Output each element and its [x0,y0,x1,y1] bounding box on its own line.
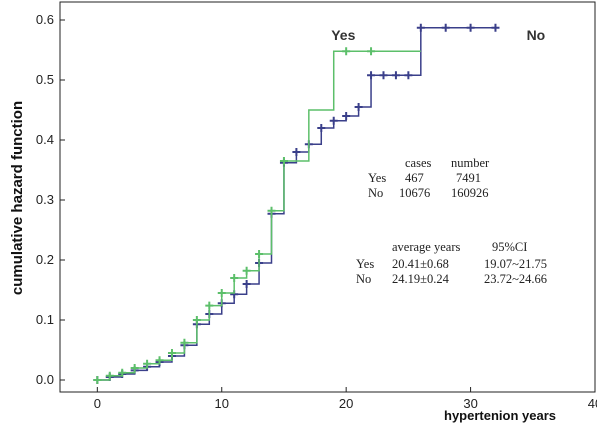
censor-mark [205,301,214,310]
censor-mark [192,316,201,324]
series-layer [93,23,500,384]
censor-mark [217,289,226,297]
censor-mark [367,71,376,80]
censor-mark [279,157,288,165]
censor-mark [130,364,139,372]
y-tick-label: 0.1 [36,312,54,327]
cases-row-no-number: 160926 [451,186,489,200]
y-tick-label: 0.2 [36,252,54,267]
cases-row-no-label: No [368,186,383,200]
x-tick-label: 10 [215,396,229,411]
y-axis-label: cumulative hazard function [9,101,26,295]
censor-mark [391,71,400,80]
censor-mark [329,116,338,125]
censor-mark [93,376,102,384]
censor-mark [379,71,388,80]
y-tick-label: 0.6 [36,12,54,27]
censor-mark [167,349,176,357]
series-yes [93,47,421,384]
series-label-yes: Yes [331,27,355,43]
years-row-no-ci: 23.72~24.66 [484,272,547,286]
censor-mark [155,356,164,365]
years-row-yes-label: Yes [356,257,374,271]
cases-row-yes-number: 7491 [456,171,481,185]
y-tick-label: 0.0 [36,372,54,387]
y-tick-label: 0.5 [36,72,54,87]
avg-years-header: average years [392,240,460,254]
censor-mark [230,274,239,282]
censor-mark [491,23,500,32]
x-axis: 0 10 20 30 40 [94,387,597,411]
x-axis-label: hypertenion years [444,408,556,423]
years-row-no-label: No [356,272,371,286]
years-row-yes-ci: 19.07~21.75 [484,257,547,271]
cases-row-yes-cases: 467 [405,171,424,185]
censor-mark [466,23,475,32]
x-tick-label: 20 [339,396,353,411]
censor-mark [354,103,363,111]
y-tick-label: 0.4 [36,132,54,147]
years-row-no-avg: 24.19±0.24 [392,272,450,286]
x-tick-label: 40 [588,396,597,411]
censor-mark [267,206,276,215]
censor-mark [242,280,251,288]
cases-row-yes-label: Yes [368,171,386,185]
censor-mark [242,266,251,275]
censor-mark [367,47,376,56]
y-tick-label: 0.3 [36,192,54,207]
censor-mark [441,23,450,32]
censor-mark [342,112,351,120]
cases-header: cases [405,156,432,170]
censor-mark [404,71,413,80]
censor-mark [105,371,114,380]
x-tick-label: 0 [94,396,101,411]
censor-mark [143,359,152,368]
ci-header: 95%CI [492,240,527,254]
censor-mark [317,124,326,132]
plot-frame [59,1,596,393]
series-label-no: No [527,27,546,43]
number-header: number [451,156,490,170]
y-axis: 0.0 0.1 0.2 0.3 0.4 0.5 0.6 [36,12,65,387]
x-tick-label: 30 [463,396,477,411]
censor-mark [292,148,301,156]
cases-row-no-cases: 10676 [399,186,430,200]
censor-mark [342,47,351,56]
censor-mark [416,23,425,32]
cases-table: cases number Yes 467 7491 No 10676 16092… [368,156,490,200]
censor-mark [118,368,127,377]
censor-mark [180,338,189,347]
censor-mark [255,250,264,258]
years-table: average years 95%CI Yes 20.41±0.68 19.07… [356,240,547,286]
years-row-yes-avg: 20.41±0.68 [392,257,449,271]
